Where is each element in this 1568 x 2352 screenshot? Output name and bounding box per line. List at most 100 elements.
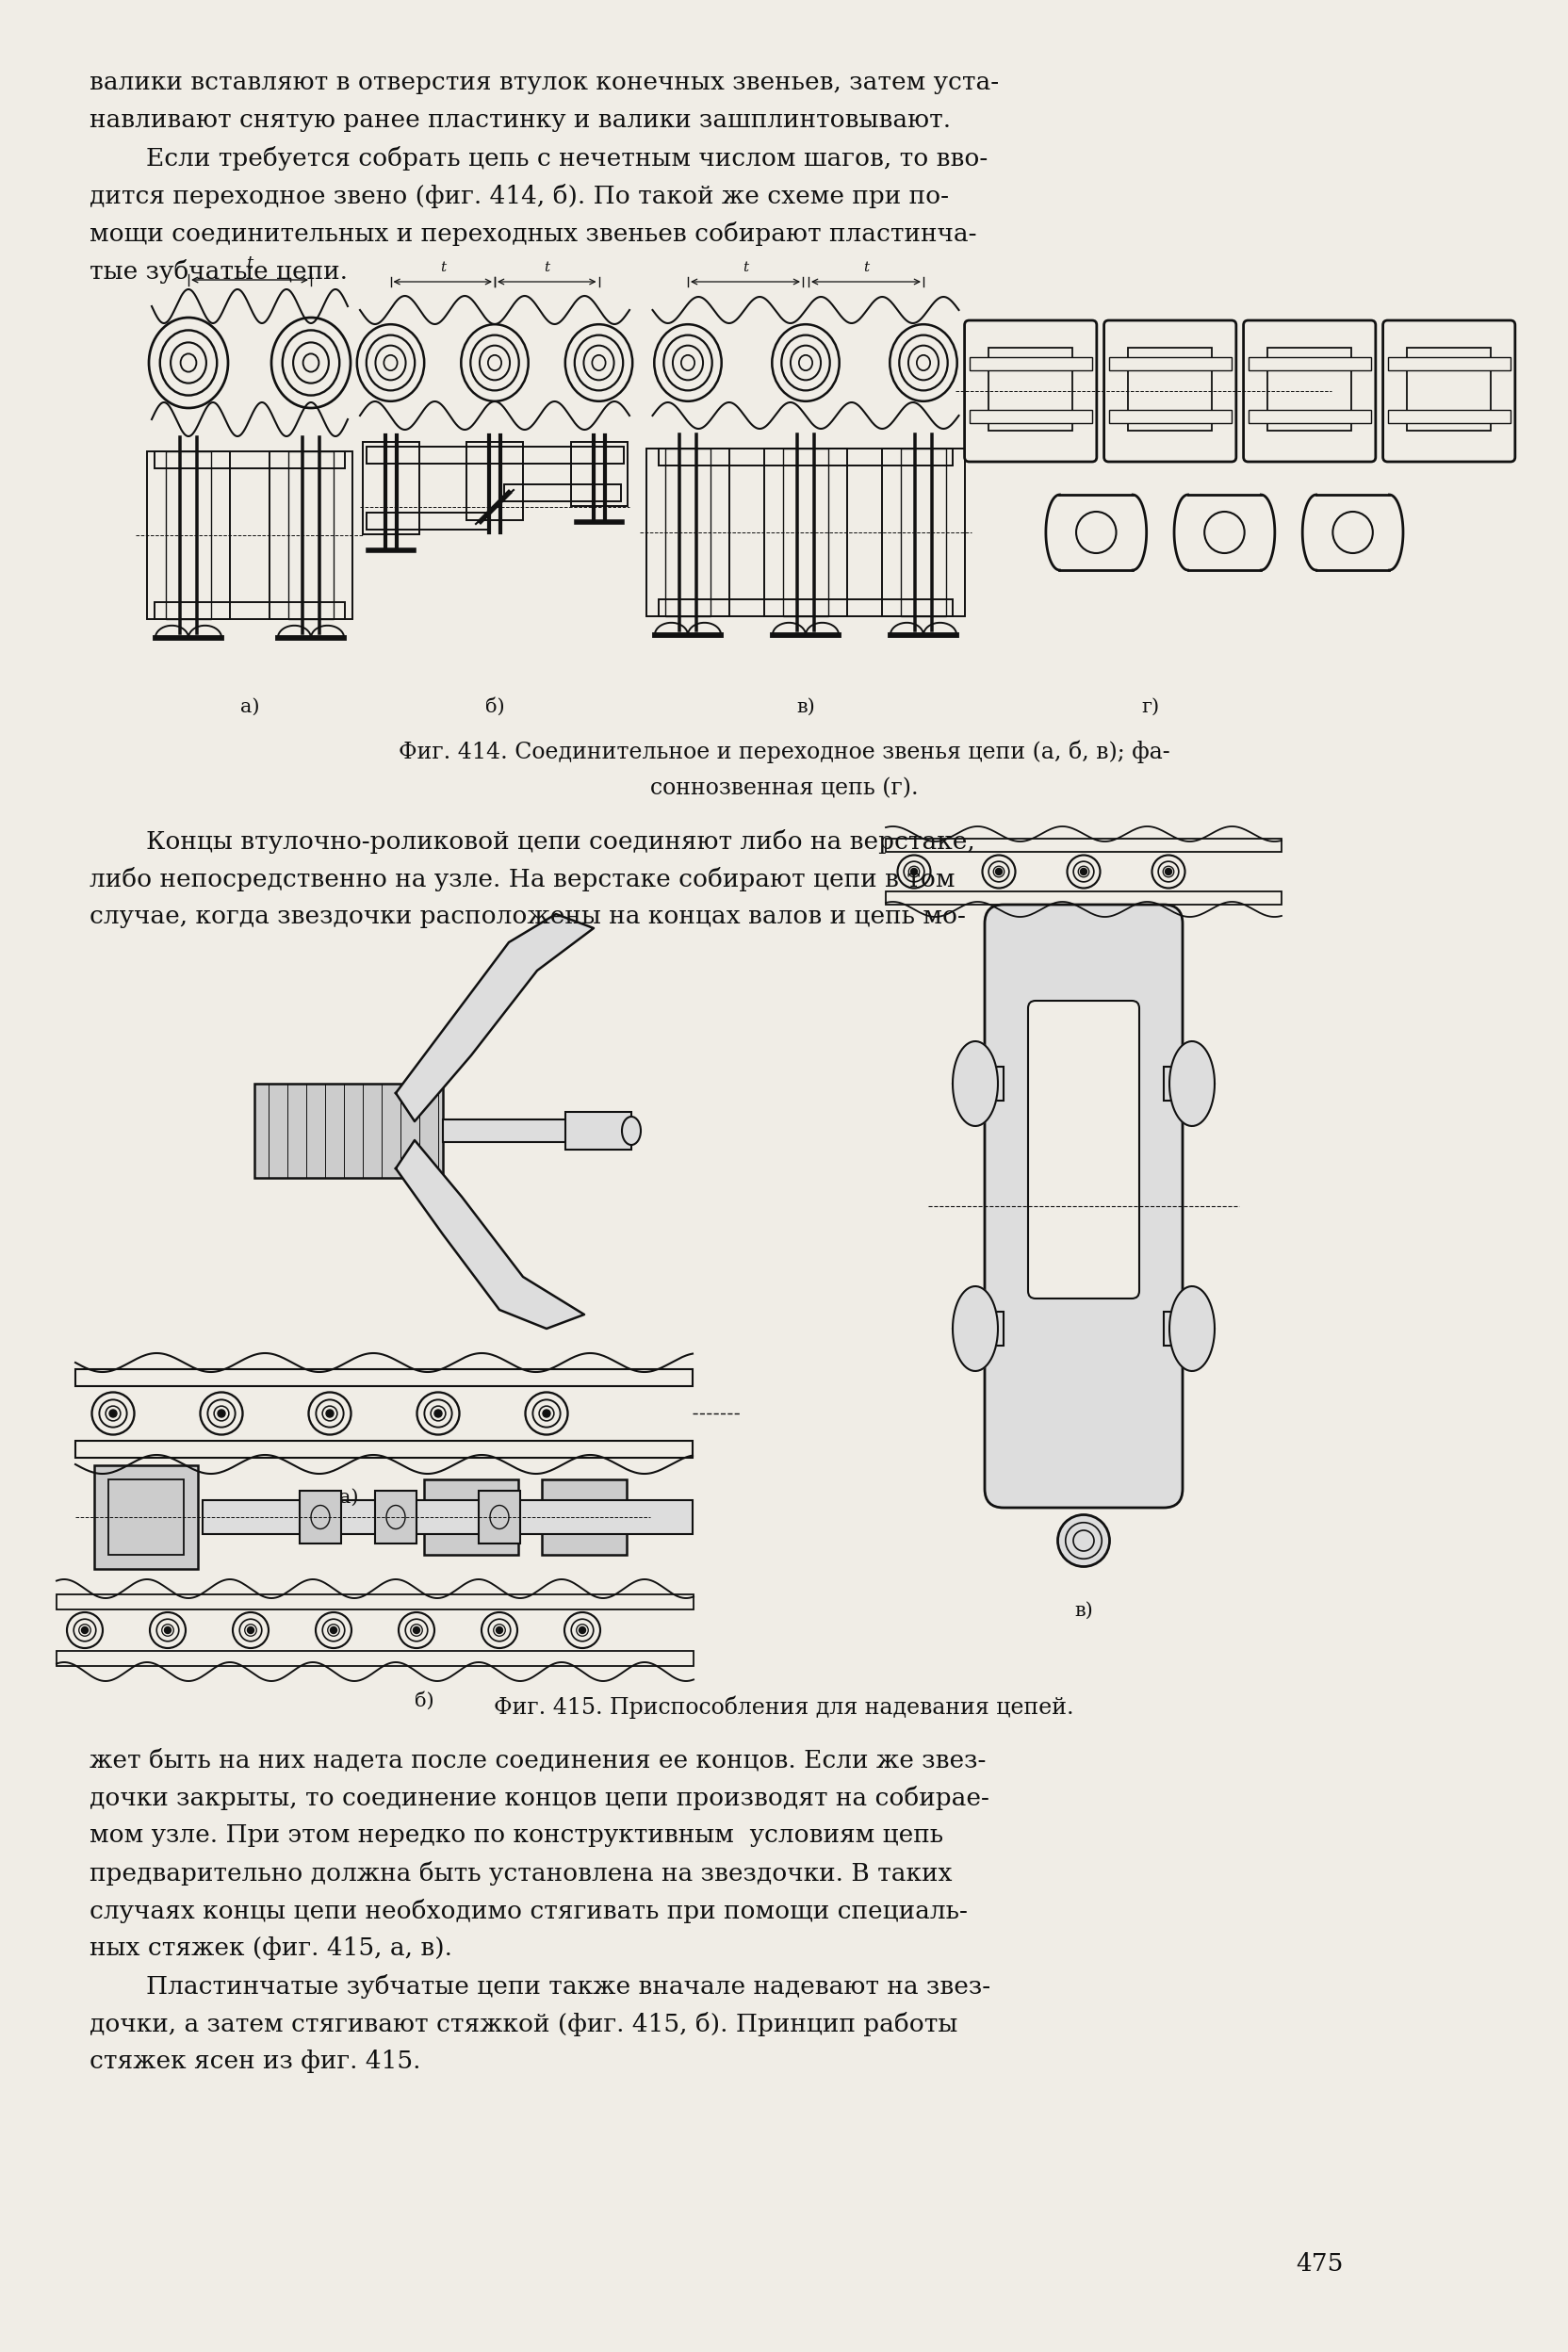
Bar bbox=[56, 1595, 693, 1609]
Bar bbox=[886, 891, 1281, 906]
Bar bbox=[975, 1312, 1004, 1345]
Text: t: t bbox=[246, 256, 252, 273]
Bar bbox=[543, 1479, 627, 1555]
Bar bbox=[646, 449, 729, 616]
Bar bbox=[969, 409, 1091, 423]
Bar bbox=[1163, 1068, 1192, 1101]
Bar bbox=[289, 452, 334, 619]
Ellipse shape bbox=[218, 1409, 226, 1418]
Text: t: t bbox=[862, 261, 869, 275]
Bar bbox=[362, 442, 419, 534]
Text: t: t bbox=[439, 261, 445, 275]
Text: б): б) bbox=[414, 1691, 434, 1710]
FancyBboxPatch shape bbox=[985, 906, 1182, 1508]
Text: предварительно должна быть установлена на звездочки. В таких: предварительно должна быть установлена н… bbox=[89, 1860, 952, 1886]
Ellipse shape bbox=[996, 868, 1002, 875]
Bar bbox=[969, 358, 1091, 369]
Bar bbox=[75, 1369, 693, 1385]
Bar bbox=[900, 449, 946, 616]
Text: в): в) bbox=[797, 699, 815, 715]
Text: Фиг. 414. Соединительное и переходное звенья цепи (а, б, в); фа-: Фиг. 414. Соединительное и переходное зв… bbox=[398, 741, 1170, 762]
Text: жет быть на них надета после соединения ее концов. Если же звез-: жет быть на них надета после соединения … bbox=[89, 1748, 986, 1771]
Bar bbox=[659, 600, 953, 616]
Bar bbox=[154, 452, 345, 468]
Text: а): а) bbox=[339, 1489, 359, 1508]
Bar bbox=[665, 449, 710, 616]
Bar bbox=[782, 449, 828, 616]
Polygon shape bbox=[395, 1141, 585, 1329]
Text: мом узле. При этом нередко по конструктивным  условиям цепь: мом узле. При этом нередко по конструкти… bbox=[89, 1823, 944, 1846]
Text: в): в) bbox=[1074, 1602, 1093, 1621]
Text: тые зубчатые цепи.: тые зубчатые цепи. bbox=[89, 259, 348, 285]
Bar bbox=[147, 452, 230, 619]
Text: дится переходное звено (фиг. 414, б). По такой же схеме при по-: дится переходное звено (фиг. 414, б). По… bbox=[89, 183, 949, 209]
Ellipse shape bbox=[579, 1628, 585, 1635]
Bar bbox=[505, 485, 621, 501]
Polygon shape bbox=[395, 915, 594, 1122]
Text: соннозвенная цепь (г).: соннозвенная цепь (г). bbox=[649, 779, 919, 800]
Bar bbox=[375, 1491, 417, 1543]
Text: t: t bbox=[544, 261, 550, 275]
Ellipse shape bbox=[110, 1409, 118, 1418]
Text: 475: 475 bbox=[1295, 2253, 1342, 2277]
Bar bbox=[108, 1479, 183, 1555]
Bar bbox=[442, 1120, 632, 1143]
Bar bbox=[299, 1491, 342, 1543]
Ellipse shape bbox=[165, 1628, 171, 1635]
Ellipse shape bbox=[495, 1628, 503, 1635]
Text: б): б) bbox=[485, 699, 505, 715]
Bar bbox=[975, 1068, 1004, 1101]
Text: либо непосредственно на узле. На верстаке собирают цепи в том: либо непосредственно на узле. На верстак… bbox=[89, 868, 955, 891]
Bar bbox=[764, 449, 847, 616]
Bar bbox=[466, 442, 524, 520]
Text: валики вставляют в отверстия втулок конечных звеньев, затем уста-: валики вставляют в отверстия втулок коне… bbox=[89, 71, 999, 94]
Bar bbox=[154, 602, 345, 619]
Text: t: t bbox=[743, 261, 748, 275]
Bar bbox=[1267, 348, 1352, 430]
Bar bbox=[365, 447, 624, 463]
Bar bbox=[659, 449, 953, 466]
Ellipse shape bbox=[1165, 868, 1171, 875]
Bar bbox=[1388, 358, 1510, 369]
Ellipse shape bbox=[331, 1628, 337, 1635]
Polygon shape bbox=[953, 1287, 997, 1371]
Ellipse shape bbox=[622, 1117, 641, 1145]
Ellipse shape bbox=[82, 1628, 88, 1635]
Bar bbox=[1163, 1312, 1192, 1345]
Ellipse shape bbox=[414, 1628, 420, 1635]
Bar bbox=[1248, 409, 1370, 423]
Bar bbox=[423, 1479, 519, 1555]
Bar bbox=[1406, 348, 1491, 430]
Bar bbox=[571, 442, 627, 506]
Bar bbox=[1109, 358, 1231, 369]
Bar bbox=[1248, 358, 1370, 369]
Bar bbox=[94, 1465, 198, 1569]
Text: а): а) bbox=[240, 699, 259, 715]
Ellipse shape bbox=[434, 1409, 442, 1418]
Ellipse shape bbox=[326, 1409, 334, 1418]
Ellipse shape bbox=[1058, 1515, 1110, 1566]
Text: Концы втулочно-роликовой цепи соединяют либо на верстаке,: Концы втулочно-роликовой цепи соединяют … bbox=[146, 830, 975, 854]
Bar bbox=[1388, 409, 1510, 423]
FancyBboxPatch shape bbox=[1029, 1000, 1140, 1298]
Text: случае, когда звездочки расположены на концах валов и цепь мо-: случае, когда звездочки расположены на к… bbox=[89, 906, 966, 929]
Ellipse shape bbox=[543, 1409, 550, 1418]
Bar bbox=[166, 452, 212, 619]
Polygon shape bbox=[1170, 1042, 1215, 1127]
Bar bbox=[566, 1112, 632, 1150]
Text: навливают снятую ранее пластинку и валики зашплинтовывают.: навливают снятую ранее пластинку и валик… bbox=[89, 108, 950, 132]
Bar bbox=[478, 1491, 521, 1543]
Bar bbox=[254, 1084, 442, 1178]
Text: случаях концы цепи необходимо стягивать при помощи специаль-: случаях концы цепи необходимо стягивать … bbox=[89, 1898, 967, 1924]
Ellipse shape bbox=[1080, 868, 1087, 875]
Text: стяжек ясен из фиг. 415.: стяжек ясен из фиг. 415. bbox=[89, 2049, 420, 2072]
Text: Фиг. 415. Приспособления для надевания цепей.: Фиг. 415. Приспособления для надевания ц… bbox=[494, 1696, 1074, 1719]
Text: дочки закрыты, то соединение концов цепи производят на собирае-: дочки закрыты, то соединение концов цепи… bbox=[89, 1785, 989, 1811]
Text: дочки, а затем стягивают стяжкой (фиг. 415, б). Принцип работы: дочки, а затем стягивают стяжкой (фиг. 4… bbox=[89, 2011, 958, 2037]
Bar bbox=[1129, 348, 1212, 430]
Bar bbox=[365, 513, 489, 529]
Polygon shape bbox=[1170, 1287, 1215, 1371]
Text: Если требуется собрать цепь с нечетным числом шагов, то вво-: Если требуется собрать цепь с нечетным ч… bbox=[146, 146, 988, 172]
Ellipse shape bbox=[911, 868, 917, 875]
Polygon shape bbox=[953, 1042, 997, 1127]
